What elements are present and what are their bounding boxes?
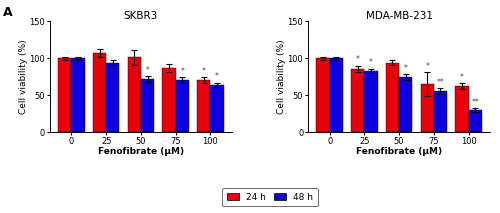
Bar: [316, 58, 330, 132]
Bar: [162, 68, 175, 132]
Text: **: **: [436, 78, 444, 87]
Bar: [351, 69, 364, 132]
Bar: [399, 77, 412, 132]
Title: SKBR3: SKBR3: [124, 10, 158, 20]
Y-axis label: Cell viability (%): Cell viability (%): [277, 39, 286, 114]
Bar: [210, 85, 224, 132]
Bar: [141, 79, 154, 132]
X-axis label: Fenofibrate (μM): Fenofibrate (μM): [98, 147, 184, 156]
Text: *: *: [356, 56, 360, 65]
Text: *: *: [369, 58, 373, 68]
Bar: [106, 63, 120, 132]
Legend: 24 h, 48 h: 24 h, 48 h: [222, 188, 318, 206]
Bar: [434, 91, 447, 132]
Bar: [197, 80, 210, 132]
Text: A: A: [2, 6, 12, 19]
Text: *: *: [404, 64, 407, 73]
Bar: [386, 63, 399, 132]
Bar: [128, 58, 141, 132]
X-axis label: Fenofibrate (μM): Fenofibrate (μM): [356, 147, 442, 156]
Bar: [58, 58, 71, 132]
Title: MDA-MB-231: MDA-MB-231: [366, 10, 432, 20]
Bar: [176, 80, 189, 132]
Bar: [72, 58, 85, 132]
Text: *: *: [146, 66, 150, 75]
Text: *: *: [215, 72, 219, 82]
Bar: [420, 84, 434, 132]
Bar: [456, 86, 468, 132]
Text: *: *: [460, 73, 464, 82]
Text: *: *: [426, 62, 429, 71]
Bar: [93, 53, 106, 132]
Bar: [468, 110, 481, 132]
Bar: [364, 71, 378, 132]
Y-axis label: Cell viability (%): Cell viability (%): [19, 39, 28, 114]
Bar: [330, 58, 343, 132]
Text: *: *: [180, 67, 184, 76]
Text: *: *: [202, 67, 205, 76]
Text: **: **: [472, 98, 479, 106]
